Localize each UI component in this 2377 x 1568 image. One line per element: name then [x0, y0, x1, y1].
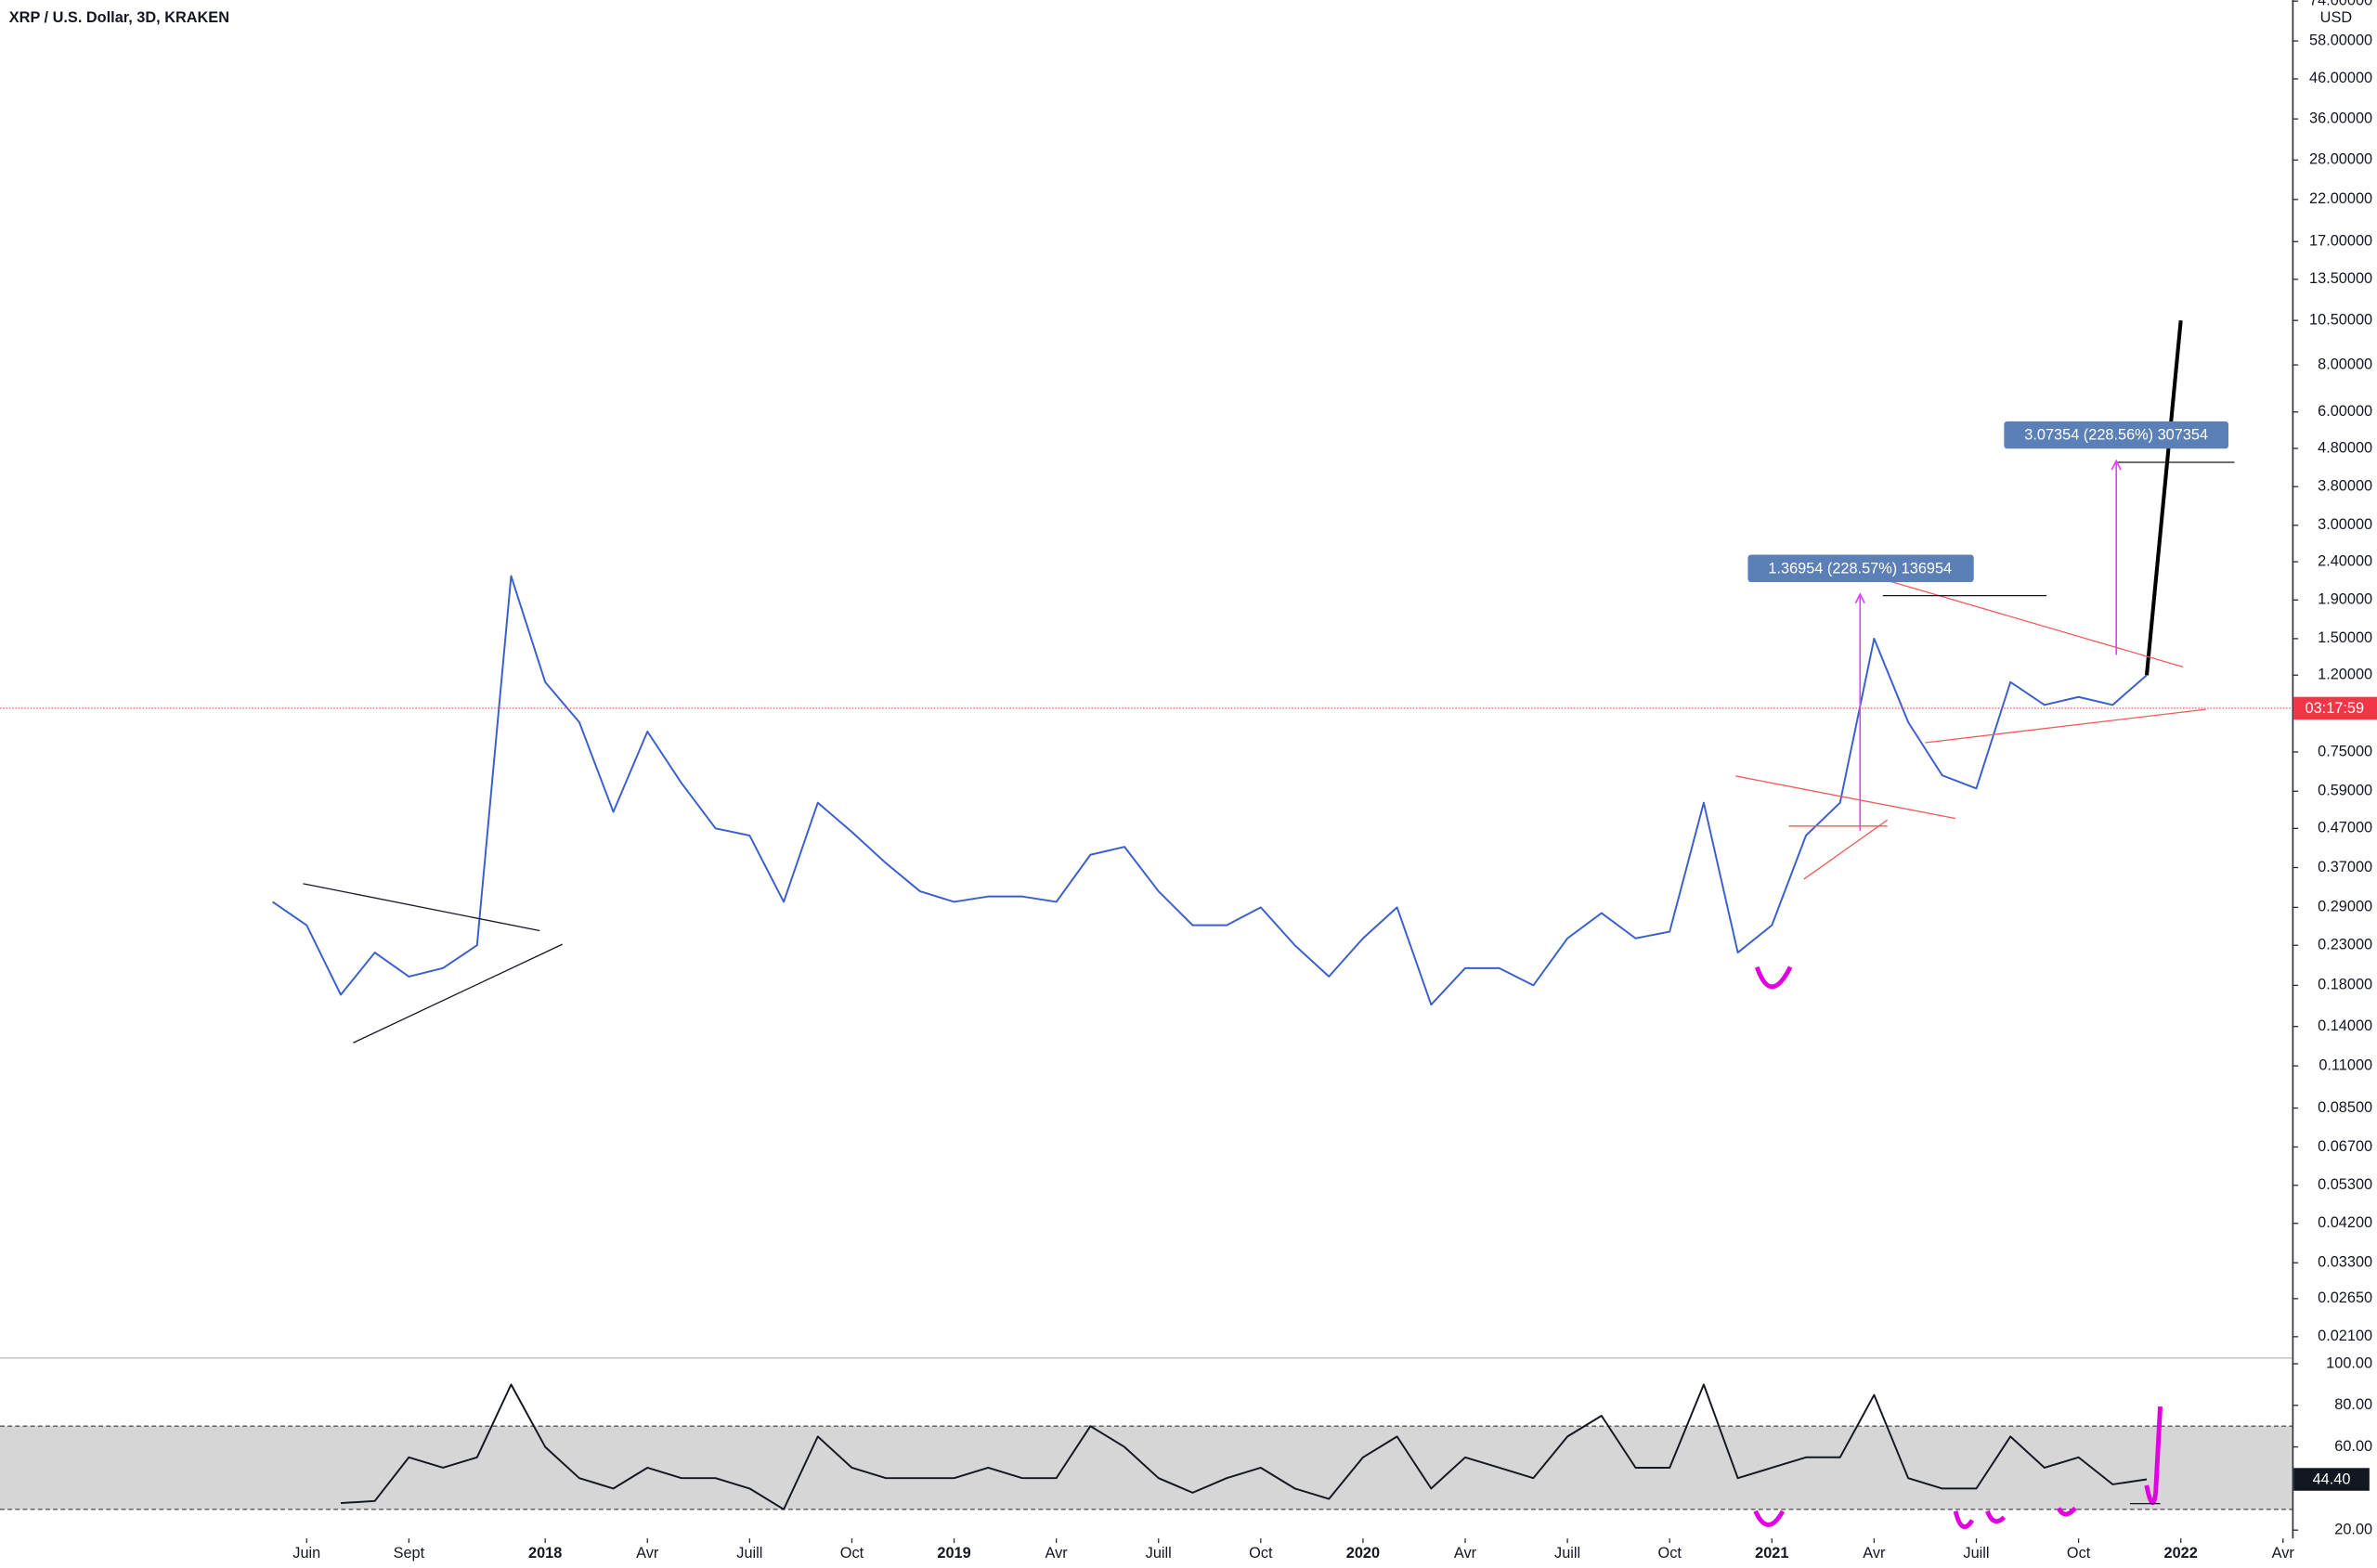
x-tick-label: Juill [1146, 1545, 1172, 1562]
x-tick-label: 2019 [937, 1545, 970, 1562]
price-line [340, 1383, 2148, 1510]
x-tick-label: Avr [2272, 1545, 2295, 1562]
x-tick-label: Oct [2067, 1545, 2091, 1562]
trendline [1925, 708, 2206, 744]
x-tick-label: Avr [1863, 1545, 1886, 1562]
y-tick-label: 0.06700 [2318, 1138, 2372, 1155]
price-line [2144, 319, 2183, 676]
y-tick-label: 0.29000 [2318, 899, 2372, 915]
x-tick-label: 2020 [1346, 1545, 1380, 1562]
y-tick-label: 6.00000 [2318, 403, 2372, 420]
x-tick-label: Avr [636, 1545, 659, 1562]
y-tick-label: 13.50000 [2309, 270, 2372, 287]
y-tick-label: 28.00000 [2309, 151, 2372, 168]
y-tick-label: 46.00000 [2309, 70, 2372, 86]
last-value-box [2293, 1468, 2370, 1491]
hand-mark [1754, 965, 1793, 990]
y-tick-label: 0.08500 [2318, 1099, 2372, 1116]
arrow-head [1854, 592, 1865, 604]
y-tick-label: 1.90000 [2318, 591, 2372, 608]
measure-box [1747, 554, 1974, 582]
y-tick-label: 0.04200 [2318, 1214, 2372, 1231]
hand-mark [1953, 1510, 1975, 1529]
arrow-head [2111, 459, 2122, 471]
trendline [1803, 819, 1889, 880]
y-tick-label: 1.50000 [2318, 629, 2372, 646]
y-tick-label: 8.00000 [2318, 356, 2372, 372]
y-tick-label: 22.00000 [2309, 190, 2372, 207]
x-tick-label: 2021 [1755, 1545, 1788, 1562]
x-tick-label: Oct [840, 1545, 864, 1562]
x-tick-label: 2018 [528, 1545, 562, 1562]
x-tick-label: Juill [1963, 1545, 1989, 1562]
y-tick-label: 100.00 [2326, 1354, 2372, 1371]
measure-label: 1.36954 (228.57%) 136954 [1768, 560, 1952, 577]
y-tick-label: 3.80000 [2318, 478, 2372, 495]
y-tick-label: 74.00000 [2309, 0, 2372, 9]
x-tick-label: Juin [292, 1545, 320, 1562]
y-tick-label: 0.47000 [2318, 820, 2372, 836]
x-tick-label: Juill [736, 1545, 762, 1562]
y-tick-label: 1.20000 [2318, 667, 2372, 683]
x-tick-label: Oct [1658, 1545, 1682, 1562]
price-line [272, 575, 2148, 1006]
drawings [303, 459, 2235, 1529]
y-tick-label: 10.50000 [2309, 311, 2372, 328]
last-value-label: 44.40 [2313, 1471, 2351, 1488]
y-tick-label: 4.80000 [2318, 439, 2372, 456]
chart-title: XRP / U.S. Dollar, 3D, KRAKEN [9, 9, 229, 26]
y-tick-label: 0.18000 [2318, 977, 2372, 993]
y-tick-label: 2.40000 [2318, 552, 2372, 569]
y-tick-label: 0.14000 [2318, 1017, 2372, 1034]
hand-mark [2056, 1506, 2077, 1517]
trendline [1887, 579, 2184, 668]
y-tick-label: 0.75000 [2318, 743, 2372, 759]
price-label-box [2293, 696, 2377, 720]
measure-label: 3.07354 (228.56%) 307354 [2024, 427, 2208, 444]
x-tick-label: 2022 [2164, 1545, 2198, 1562]
y-tick-label: 0.02100 [2318, 1328, 2372, 1344]
y-tick-label: 0.11000 [2319, 1056, 2372, 1073]
measure-box [2004, 421, 2228, 449]
y-tick-label: 80.00 [2334, 1396, 2372, 1413]
price-label: 03:17:59 [2306, 700, 2365, 717]
x-tick-label: Avr [1046, 1545, 1069, 1562]
hand-mark [2144, 1406, 2163, 1505]
hand-mark [1753, 1510, 1786, 1527]
x-tick-label: Juill [1554, 1545, 1580, 1562]
y-tick-label: 0.02650 [2318, 1289, 2372, 1306]
trendline [353, 943, 563, 1043]
y-tick-label: 0.59000 [2318, 783, 2372, 799]
axis-unit: USD [2320, 9, 2352, 26]
hand-mark [1985, 1510, 2007, 1524]
trendline [303, 883, 540, 932]
y-tick-label: 0.37000 [2318, 859, 2372, 875]
y-tick-label: 58.00000 [2309, 32, 2372, 48]
x-tick-label: Sept [394, 1545, 425, 1562]
y-tick-label: 60.00 [2334, 1438, 2372, 1455]
y-tick-label: 17.00000 [2309, 233, 2372, 250]
x-tick-label: Oct [1249, 1545, 1273, 1562]
y-tick-label: 0.23000 [2318, 937, 2372, 953]
y-tick-label: 20.00 [2334, 1522, 2372, 1538]
x-tick-label: Avr [1454, 1545, 1477, 1562]
y-tick-label: 0.05300 [2318, 1176, 2372, 1193]
y-tick-label: 3.00000 [2318, 516, 2372, 533]
trendline [1735, 775, 1956, 820]
y-tick-label: 0.03300 [2318, 1254, 2372, 1271]
y-tick-label: 36.00000 [2309, 110, 2372, 126]
